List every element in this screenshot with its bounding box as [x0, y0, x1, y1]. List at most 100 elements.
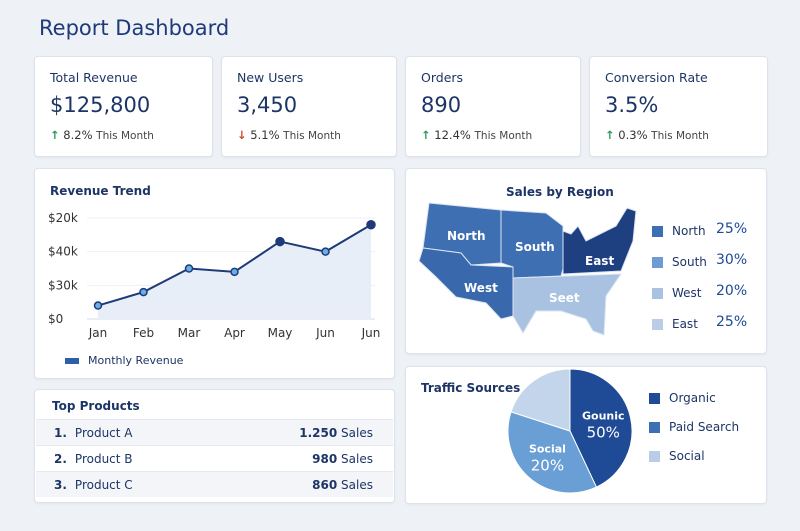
kpi-new-users[interactable]: New Users 3,450 ↓ 5.1% This Month	[221, 56, 397, 157]
kpi-change: 5.1%	[250, 128, 280, 142]
legend-swatch	[65, 357, 79, 364]
product-name: Product B	[74, 451, 133, 466]
data-point[interactable]	[275, 236, 285, 247]
map-label: West	[464, 281, 498, 295]
legend-label: Monthly Revenue	[88, 354, 184, 367]
legend-value: 25%	[716, 221, 748, 237]
product-sales: 860	[312, 477, 338, 492]
revenue-trend-card: Revenue Trend $0 $30k $40k $20k Jan Feb Mar Apr…	[34, 168, 395, 379]
product-name: Product A	[74, 425, 133, 440]
data-point[interactable]	[139, 287, 148, 297]
y-tick-label: $20k	[48, 211, 78, 225]
product-row[interactable]: 2. Product B 980 Sales	[36, 445, 393, 471]
data-point[interactable]	[230, 267, 239, 277]
pie-slice[interactable]	[569, 368, 633, 488]
legend-item: South	[652, 255, 707, 269]
kpi-period: This Month	[651, 130, 709, 142]
product-row[interactable]: 1. Product A 1.250 Sales	[36, 419, 393, 445]
y-tick-label: $40k	[48, 245, 78, 259]
kpi-conversion-rate[interactable]: Conversion Rate 3.5% ↑ 0.3% This Month	[589, 56, 768, 157]
legend-swatch	[649, 392, 660, 404]
pie-slice[interactable]	[507, 411, 598, 494]
legend-label: Paid Search	[669, 420, 740, 434]
legend-item: West	[652, 286, 702, 300]
legend-swatch	[652, 256, 663, 268]
legend-value: 25%	[716, 314, 748, 330]
product-sales: 1.250	[299, 425, 338, 440]
legend-swatch	[649, 421, 660, 433]
y-tick-label: $0	[48, 312, 63, 326]
page-title: Report Dashboard	[39, 16, 230, 40]
chart-title: Traffic Sources	[421, 381, 521, 395]
slice-label: Social	[529, 443, 566, 456]
legend-label: North	[672, 224, 706, 238]
legend-item: East	[652, 317, 698, 331]
kpi-change: 8.2%	[63, 128, 93, 142]
data-point[interactable]	[184, 264, 194, 273]
kpi-value: 890	[421, 93, 462, 117]
x-tick-label: Mar	[178, 326, 201, 340]
legend-value: 30%	[716, 252, 748, 268]
sales-unit: Sales	[341, 425, 373, 440]
slice-label: Gounic	[582, 410, 625, 423]
chart-title: Sales by Region	[506, 185, 614, 199]
legend-item: Organic	[649, 391, 716, 405]
kpi-period: This Month	[474, 130, 533, 142]
product-rank: 3.	[54, 477, 67, 492]
sales-unit: Sales	[341, 451, 373, 466]
x-tick-label: Jun	[315, 326, 335, 340]
y-tick-label: $30k	[48, 278, 78, 292]
arrow-up-icon: ↑	[421, 128, 431, 142]
map-region-southeast[interactable]	[512, 273, 622, 336]
slice-value: 50%	[587, 424, 620, 442]
legend-item: Social	[649, 449, 705, 463]
legend-label: South	[672, 255, 707, 269]
legend-label: Organic	[669, 391, 716, 405]
kpi-period: This Month	[283, 130, 341, 142]
chart-title: Revenue Trend	[50, 184, 151, 198]
data-point[interactable]	[93, 301, 103, 310]
map-label: South	[515, 240, 555, 254]
map-label: Seet	[549, 291, 580, 305]
kpi-total-revenue[interactable]: Total Revenue $125,800 ↑ 8.2% This Month	[34, 56, 213, 157]
x-tick-label: Feb	[133, 326, 154, 340]
top-products-card: Top Products 1. Product A 1.250 Sales 2. Pro…	[34, 389, 395, 503]
legend-swatch	[652, 225, 663, 237]
map-region-west[interactable]	[418, 247, 514, 320]
kpi-orders[interactable]: Orders 890 ↑ 12.4% This Month	[405, 56, 581, 157]
traffic-sources-card: Traffic Sources Gounic 50% Social 20% Organ…	[405, 366, 767, 504]
kpi-label: Total Revenue	[50, 70, 138, 85]
x-tick-label: Jan	[88, 326, 108, 340]
kpi-label: Orders	[421, 70, 464, 85]
product-sales: 980	[312, 451, 338, 466]
arrow-up-icon: ↑	[50, 128, 60, 142]
kpi-value: 3.5%	[605, 93, 659, 117]
x-tick-label: May	[268, 326, 293, 340]
product-row[interactable]: 3. Product C 860 Sales	[36, 471, 393, 497]
x-tick-label: Apr	[224, 326, 245, 340]
product-name: Product C	[74, 477, 133, 492]
legend-swatch	[652, 318, 663, 330]
legend-label: East	[672, 317, 698, 331]
product-rank: 1.	[54, 425, 67, 440]
map-region-east[interactable]	[562, 207, 637, 275]
region-map: North South East West Seet	[418, 202, 637, 336]
data-point[interactable]	[321, 247, 330, 256]
kpi-label: New Users	[237, 70, 304, 85]
product-rank: 2.	[54, 451, 67, 466]
slice-value: 20%	[531, 457, 564, 475]
x-tick-label: Jun	[361, 326, 381, 340]
kpi-period: This Month	[96, 130, 154, 142]
data-point[interactable]	[366, 219, 376, 230]
kpi-value: 3,450	[237, 93, 298, 117]
section-title: Top Products	[52, 399, 140, 413]
kpi-change: 0.3%	[618, 128, 648, 142]
arrow-down-icon: ↓	[237, 128, 247, 142]
map-label: East	[585, 254, 614, 268]
kpi-change: 12.4%	[434, 128, 471, 142]
legend-label: Social	[669, 449, 705, 463]
kpi-value: $125,800	[50, 93, 151, 117]
map-label: North	[447, 229, 485, 243]
pie-slice[interactable]	[510, 368, 571, 432]
